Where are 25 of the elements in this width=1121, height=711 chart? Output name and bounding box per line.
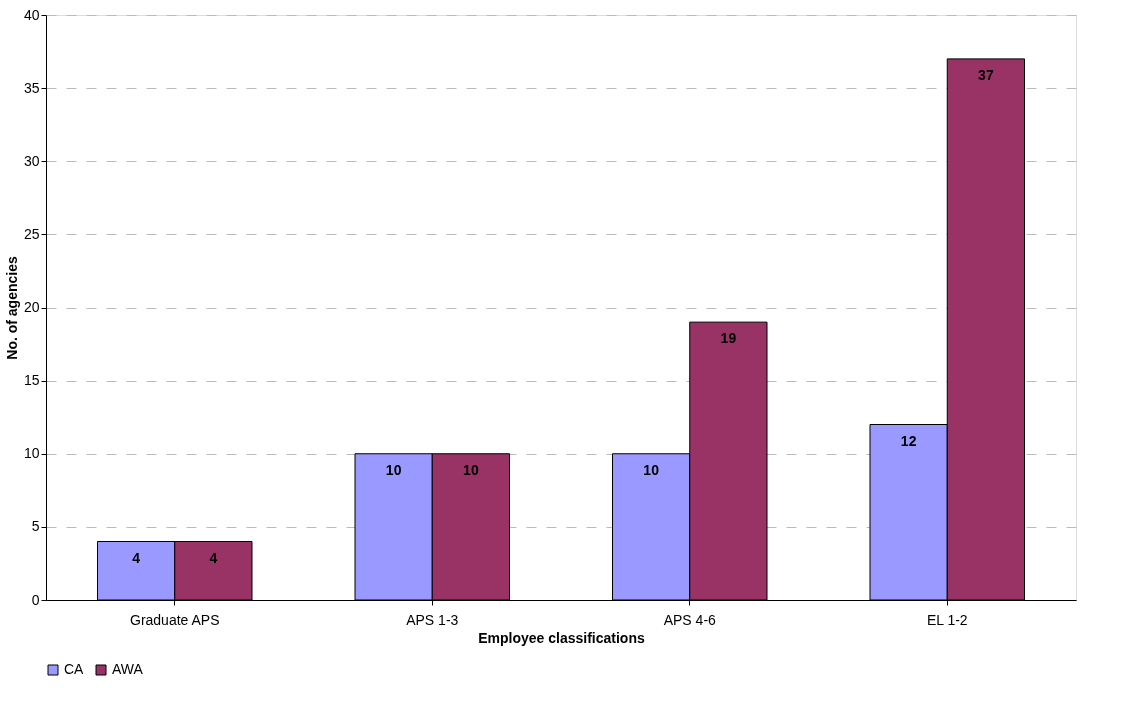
data-label: 10 — [385, 461, 402, 478]
x-tick-label: EL 1-2 — [926, 611, 968, 628]
legend-label: CA — [64, 661, 85, 677]
y-tick-label: 5 — [31, 518, 40, 535]
data-label: 4 — [132, 549, 141, 566]
data-label: 19 — [720, 330, 737, 347]
y-tick-label: 15 — [23, 372, 40, 389]
legend-label: AWA — [112, 661, 144, 677]
y-tick-label: 10 — [23, 445, 40, 462]
y-tick-label: 20 — [23, 299, 40, 315]
data-label: 10 — [643, 461, 660, 478]
y-tick-label: 40 — [23, 6, 40, 23]
x-axis-title: Employee classifications — [478, 629, 645, 646]
x-tick-label: APS 4-6 — [663, 611, 717, 628]
data-label: 10 — [463, 461, 479, 478]
y-axis-title: No. of agencies — [3, 256, 20, 360]
y-tick-label: 0 — [31, 591, 40, 608]
y-tick-label: 30 — [23, 152, 40, 169]
data-label: 37 — [978, 66, 994, 83]
x-tick-label: Graduate APS — [129, 611, 220, 628]
x-tick-label: APS 1-3 — [406, 611, 459, 628]
data-label: 4 — [209, 549, 218, 566]
y-tick-label: 25 — [23, 225, 40, 242]
y-tick-label: 35 — [23, 79, 40, 96]
data-label: 12 — [900, 432, 917, 449]
